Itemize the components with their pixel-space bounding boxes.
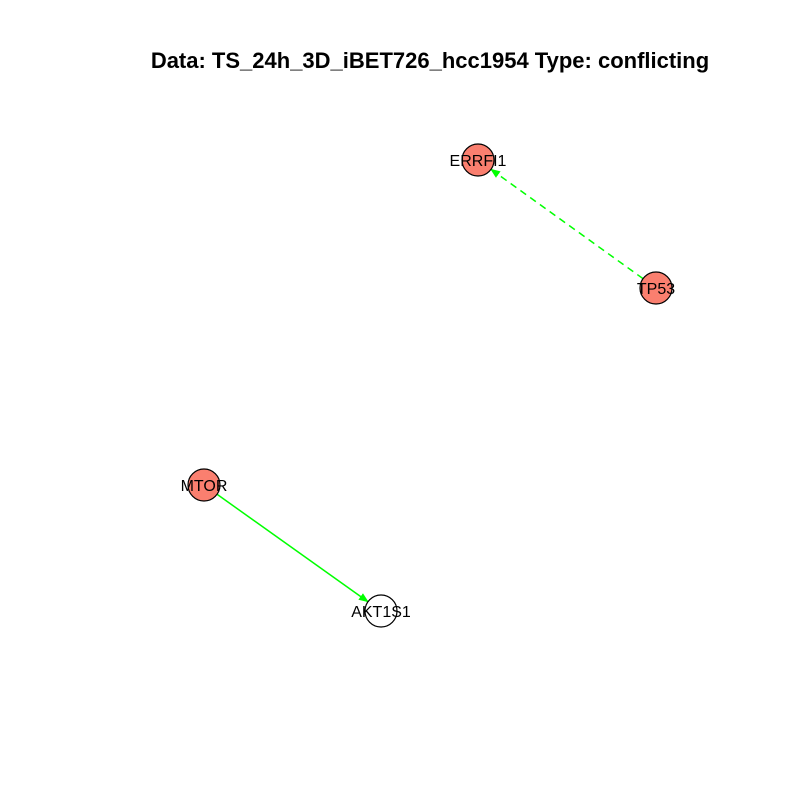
nodes-layer: ERRFI1 TP53 MTOR AKT1S1: [181, 143, 675, 628]
node-circle: [639, 271, 673, 305]
node-label: ERRFI1: [450, 153, 507, 170]
node-circle: [461, 143, 495, 177]
node-errfi1: ERRFI1: [450, 143, 507, 177]
node-label: TP53: [637, 281, 675, 298]
node-label: AKT1S1: [351, 604, 411, 621]
node-circle: [364, 594, 398, 628]
edge-mtor-to-akt1s1: [216, 493, 369, 603]
plot-title: Data: TS_24h_3D_iBET726_hcc1954 Type: co…: [150, 48, 710, 73]
edge-tp53-to-errfi1: [490, 168, 644, 280]
node-mtor: MTOR: [181, 468, 228, 502]
node-tp53: TP53: [637, 271, 675, 305]
node-akt1s1: AKT1S1: [351, 594, 411, 628]
node-circle: [187, 468, 221, 502]
node-label: MTOR: [181, 478, 228, 495]
edges-layer: [216, 168, 644, 603]
